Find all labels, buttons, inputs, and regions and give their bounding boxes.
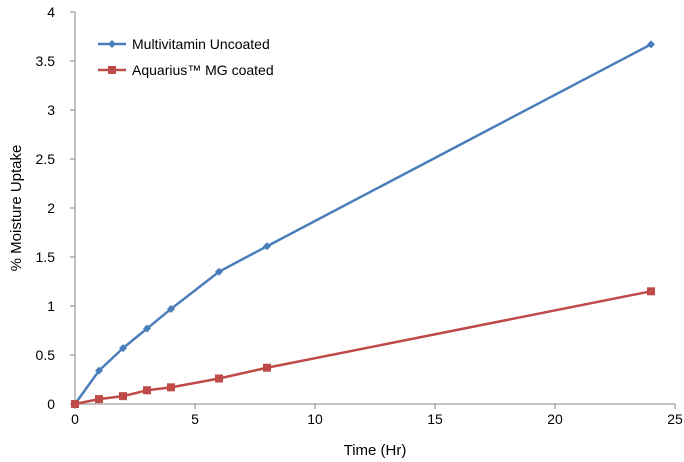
y-tick-label: 3.5	[36, 53, 56, 69]
data-point-square	[143, 386, 151, 395]
x-axis-title: Time (Hr)	[344, 442, 407, 459]
legend-label: Aquarius™ MG coated	[132, 62, 274, 78]
legend-marker-square	[108, 66, 116, 74]
x-axis-ticks: 0 5 10 15 20 25	[71, 404, 683, 427]
series-2	[71, 287, 655, 408]
y-tick-label: 1	[47, 298, 55, 314]
series-line	[73, 43, 652, 405]
legend-item: Multivitamin Uncoated	[98, 36, 270, 52]
data-point-square	[167, 383, 175, 392]
data-point-diamond	[263, 242, 271, 251]
y-axis-title: % Moisture Uptake	[8, 145, 25, 272]
data-point-square	[647, 287, 655, 296]
x-tick-label: 0	[71, 411, 79, 427]
x-tick-label: 10	[307, 411, 323, 427]
data-point-diamond	[167, 304, 175, 313]
y-tick-label: 2.5	[36, 151, 56, 167]
series-layer	[71, 40, 655, 408]
legend-item: Aquarius™ MG coated	[98, 62, 274, 78]
y-tick-label: 3	[47, 102, 55, 118]
x-tick-label: 25	[667, 411, 683, 427]
y-tick-label: 2	[47, 200, 55, 216]
data-point-diamond	[215, 267, 223, 276]
data-point-diamond	[95, 366, 103, 375]
legend-label: Multivitamin Uncoated	[132, 36, 270, 52]
y-axis-ticks: 0 0.5 1 1.5 2 2.5 3 3.5 4	[36, 4, 75, 412]
data-point-square	[95, 395, 103, 404]
x-tick-label: 15	[427, 411, 443, 427]
data-point-diamond	[143, 324, 151, 333]
data-point-square	[215, 374, 223, 383]
data-point-square	[119, 392, 127, 401]
legend: Multivitamin Uncoated Aquarius™ MG coated	[98, 36, 274, 78]
y-tick-label: 0	[47, 396, 55, 412]
x-tick-label: 5	[191, 411, 199, 427]
y-tick-label: 1.5	[36, 249, 56, 265]
data-point-square	[263, 363, 271, 372]
series-1	[71, 40, 655, 408]
series-line	[74, 290, 652, 406]
legend-marker-diamond	[108, 40, 116, 48]
x-tick-label: 20	[547, 411, 563, 427]
data-point-diamond	[119, 344, 127, 353]
y-tick-label: 0.5	[36, 347, 56, 363]
data-point-square	[71, 400, 79, 408]
y-tick-label: 4	[47, 4, 55, 20]
axes: 0 5 10 15 20 25 0 0.5 1 1.5 2 2.5 3 3.5 4	[36, 4, 683, 427]
data-point-diamond	[647, 40, 655, 49]
